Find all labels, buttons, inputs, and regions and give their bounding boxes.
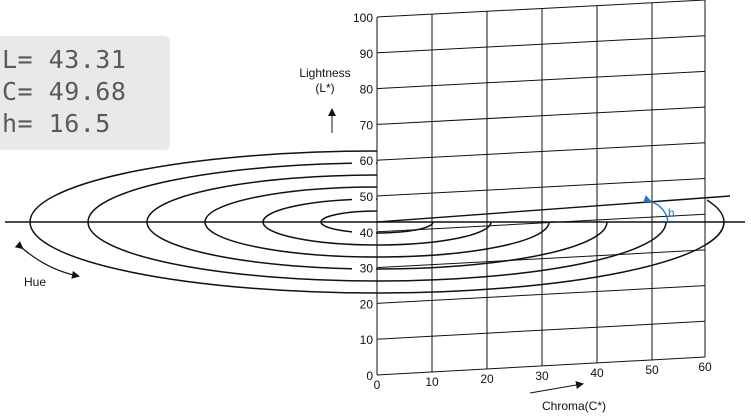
lightness-tick-label: 80 xyxy=(360,83,374,97)
hue-ellipse-front-arc xyxy=(376,221,434,234)
chroma-tick-label: 60 xyxy=(698,360,712,374)
chroma-tick-label: 30 xyxy=(535,369,549,383)
hue-angle-ray xyxy=(376,195,731,223)
hue-angle-arc-icon xyxy=(642,195,669,223)
hue-angle-label: h xyxy=(668,206,675,220)
lightness-tick-label: 10 xyxy=(360,333,374,347)
chroma-tick-label: 10 xyxy=(425,375,439,389)
lightness-chroma-grid xyxy=(376,0,725,380)
lightness-tick-label: 40 xyxy=(360,226,374,240)
lightness-tick-labels: 0 10 20 30 40 50 60 70 80 90 100 xyxy=(352,10,376,383)
hue-rotation-arrow-icon xyxy=(14,241,80,279)
hue-label: Hue xyxy=(24,275,46,289)
hue-value: h= 16.5 xyxy=(2,109,111,138)
chroma-arrow-icon xyxy=(529,381,584,394)
lightness-tick-label: 60 xyxy=(360,154,374,168)
hue-ellipse-front-arc xyxy=(376,221,608,270)
lightness-tick-label: 50 xyxy=(360,190,374,204)
chroma-tick-labels: 0 10 20 30 40 50 60 xyxy=(374,360,712,392)
hue-ellipse-front-arc xyxy=(376,221,492,246)
lightness-tick-label: 0 xyxy=(366,369,373,383)
chroma-tick-label: 20 xyxy=(480,372,494,386)
hue-ellipse-front-arc xyxy=(376,221,725,294)
chroma-value: C= 49.68 xyxy=(2,77,127,106)
hue-ellipse-front-arc xyxy=(376,221,550,258)
lightness-tick-label: 20 xyxy=(360,297,374,311)
chroma-axis-label: Chroma(C*) xyxy=(542,399,606,413)
chroma-tick-label: 40 xyxy=(590,366,604,380)
lch-readout-panel: L= 43.31 C= 49.68 h= 16.5 xyxy=(0,36,170,150)
lightness-tick-label: 70 xyxy=(360,118,374,132)
lightness-tick-label: 90 xyxy=(360,47,374,61)
lightness-value: L= 43.31 xyxy=(2,45,127,74)
hue-ellipse-front-arc xyxy=(376,221,667,282)
lightness-tick-label: 100 xyxy=(353,11,373,25)
lightness-axis-symbol: (L*) xyxy=(315,81,334,95)
chroma-tick-label: 50 xyxy=(645,363,659,377)
lightness-axis-label: Lightness xyxy=(299,66,350,80)
lightness-tick-label: 30 xyxy=(360,262,374,276)
lightness-grid-line xyxy=(376,356,706,376)
chroma-tick-label: 0 xyxy=(374,378,381,392)
